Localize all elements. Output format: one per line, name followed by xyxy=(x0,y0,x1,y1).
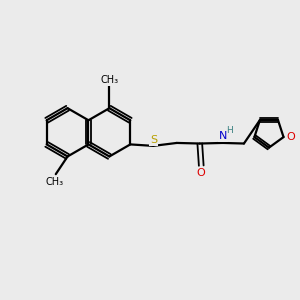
Text: H: H xyxy=(226,126,232,135)
Text: S: S xyxy=(150,135,157,145)
Text: O: O xyxy=(286,132,295,142)
Text: O: O xyxy=(196,168,205,178)
Text: O: O xyxy=(286,132,295,142)
Text: N: N xyxy=(219,131,227,141)
Text: CH₃: CH₃ xyxy=(45,177,63,188)
Text: CH₃: CH₃ xyxy=(100,75,118,85)
